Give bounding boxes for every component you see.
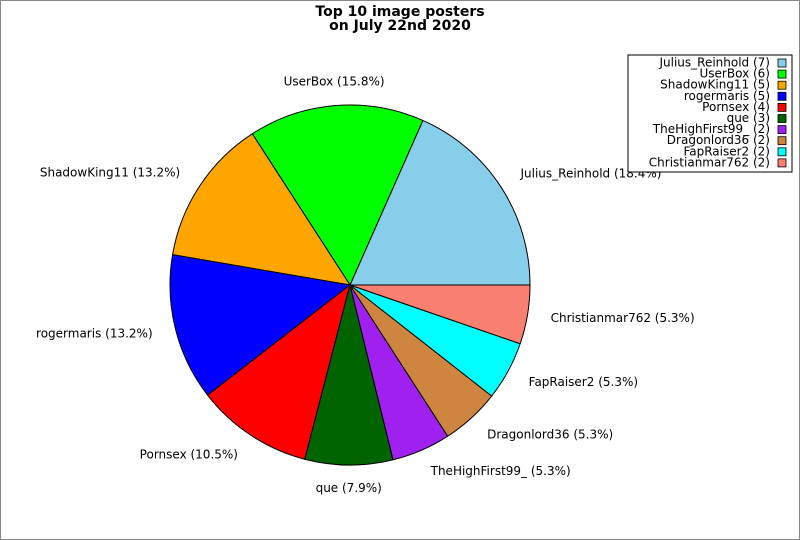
legend-swatch <box>777 91 787 101</box>
legend-label: Dragonlord36 (2) <box>667 133 770 147</box>
legend-swatch <box>777 69 787 79</box>
legend-label: rogermaris (5) <box>684 89 770 103</box>
legend-label: Christianmar762 (2) <box>649 155 770 169</box>
legend-swatch <box>777 125 787 134</box>
slice-label: ShadowKing11 (13.2%) <box>40 165 180 179</box>
slice-label: TheHighFirst99_ (5.3%) <box>430 464 571 478</box>
pie-slice <box>349 119 531 286</box>
legend-label: ShadowKing11 (5) <box>660 78 770 92</box>
legend-swatch <box>777 158 787 168</box>
legend-box <box>627 54 793 173</box>
legend-swatch <box>777 147 787 157</box>
slice-label: Christianmar762 (5.3%) <box>551 311 695 325</box>
legend-swatch <box>777 58 787 68</box>
slice-label: rogermaris (13.2%) <box>36 327 153 341</box>
legend-swatch <box>777 103 787 112</box>
slice-label: Dragonlord36 (5.3%) <box>487 428 613 442</box>
legend-label: Pornsex (4) <box>702 100 770 114</box>
slice-label: Pornsex (10.5%) <box>140 447 238 461</box>
legend-label: FapRaiser2 (2) <box>683 144 770 158</box>
chart-title: Top 10 image posters <box>315 4 484 20</box>
slice-label: que (7.9%) <box>316 481 382 495</box>
legend-swatch <box>777 136 787 146</box>
pie-slice <box>171 133 352 286</box>
legend-label: UserBox (6) <box>700 67 770 81</box>
legend-swatch <box>777 80 787 90</box>
slice-label: Julius_Reinhold (18.4%) <box>519 167 661 181</box>
legend-swatch <box>777 114 787 123</box>
slice-label: FapRaiser2 (5.3%) <box>529 375 638 389</box>
pie-slice <box>349 284 531 345</box>
legend-label: que (3) <box>727 111 770 125</box>
chart-title: on July 22nd 2020 <box>329 18 471 34</box>
legend-label: TheHighFirst99_ (2) <box>652 122 770 136</box>
pie-slice <box>169 254 352 396</box>
slice-label: UserBox (15.8%) <box>284 75 385 89</box>
pie-slice <box>251 104 424 287</box>
pie-slice <box>206 283 351 460</box>
legend-label: Julius_Reinhold (7) <box>658 56 770 70</box>
